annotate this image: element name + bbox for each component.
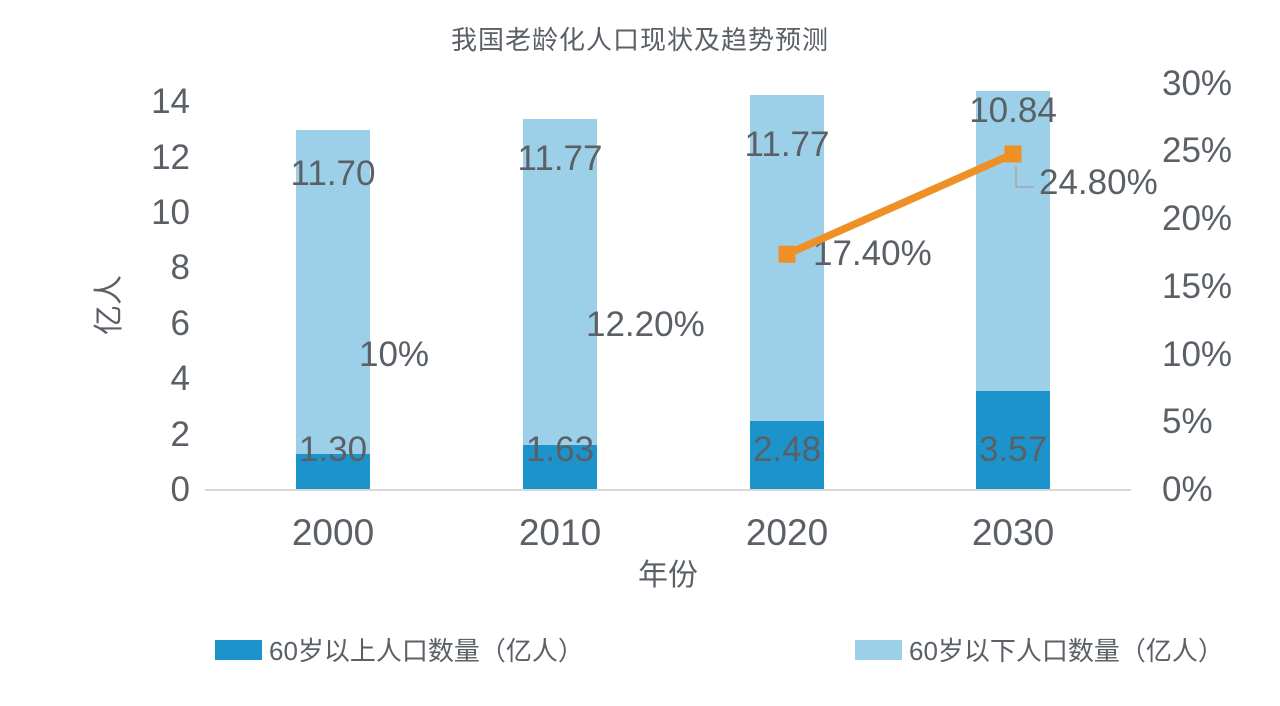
y-axis-tick-left: 2 [170,414,190,454]
bar-segment-under60 [523,118,597,445]
bar-segment-over60 [750,421,824,490]
bar-value-label-over60: 2.48 [752,430,822,469]
legend-item-over60: 60岁以上人口数量（亿人） [215,631,584,668]
x-axis-line [205,489,1131,491]
x-axis-tick: 2020 [745,512,829,553]
y-axis-tick-right: 30% [1162,63,1233,103]
line-percent-label: 10% [359,334,430,374]
y-axis-tick-left: 8 [170,248,190,288]
x-axis-tick: 2000 [291,512,375,553]
legend-label-over60: 60岁以上人口数量（亿人） [269,636,584,666]
y-axis-tick-right: 0% [1162,470,1213,509]
bar-segment-over60 [296,453,370,490]
bar-value-label-over60: 3.57 [978,430,1048,469]
bar-segment-over60 [523,444,597,490]
line-marker-square [1004,145,1022,163]
legend-swatch-over60 [215,639,262,660]
y-axis-tick-right: 20% [1162,199,1233,238]
bar-value-label-over60: 1.30 [298,430,368,469]
callout-leader-line [1015,165,1034,188]
y-axis-tick-right: 15% [1162,266,1233,306]
y-axis-tick-left: 0 [170,470,190,509]
line-percent-label: 17.40% [813,234,932,274]
y-axis-tick-left: 12 [151,137,190,177]
bar-value-label-over60: 1.63 [525,430,595,469]
y-axis-tick-right: 25% [1162,131,1233,171]
bar-value-label-under60: 11.77 [517,138,603,178]
legend-swatch-under60 [855,639,902,660]
bar-segment-under60 [976,90,1050,392]
line-marker-square [778,245,796,263]
x-axis-tick: 2030 [971,512,1055,553]
chart-title: 我国老龄化人口现状及趋势预测 [450,25,829,55]
y-axis-tick-left: 14 [151,82,190,122]
bar-value-label-under60: 10.84 [969,90,1057,130]
y-axis-tick-right: 5% [1162,402,1213,442]
y-axis-title: 亿人 [93,275,126,335]
bar-segment-under60 [296,129,370,454]
bar-value-label-under60: 11.77 [744,125,830,165]
y-axis-tick-left: 4 [170,359,190,399]
x-axis-tick: 2010 [518,512,602,553]
bar-segment-over60 [976,391,1050,490]
line-series-segment [785,150,1015,258]
line-percent-label: 24.80% [1039,162,1158,202]
y-axis-tick-left: 6 [170,303,190,343]
legend-label-under60: 60岁以下人口数量（亿人） [909,636,1224,666]
legend-item-under60: 60岁以下人口数量（亿人） [855,631,1224,668]
y-axis-tick-left: 10 [151,193,190,232]
x-axis-title: 年份 [638,559,698,592]
y-axis-tick-right: 10% [1162,334,1233,374]
line-percent-label: 12.20% [586,304,705,344]
bar-value-label-under60: 11.70 [290,153,376,193]
